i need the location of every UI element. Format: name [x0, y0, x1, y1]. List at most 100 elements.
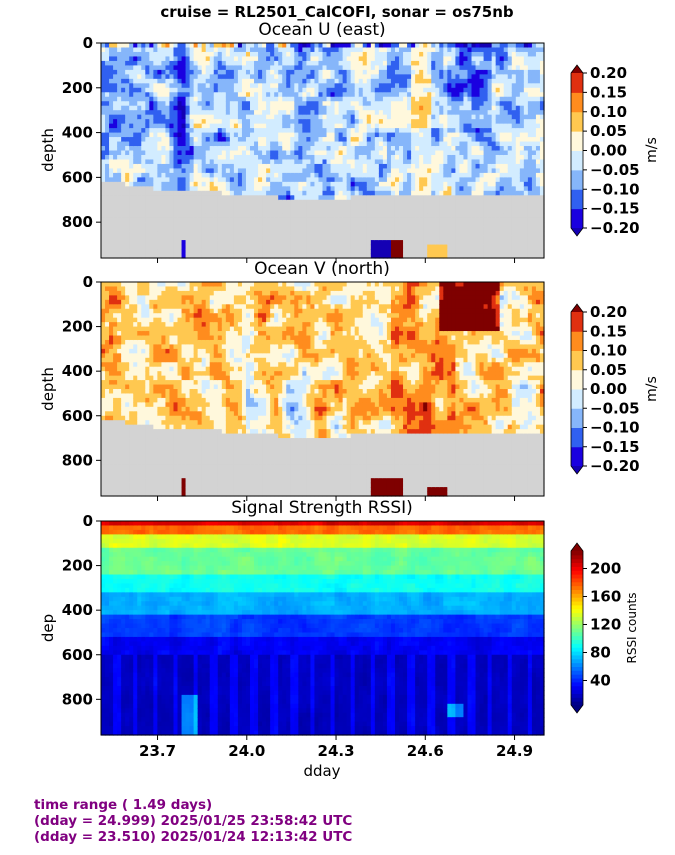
heatmap-cell [326, 240, 332, 246]
heatmap-cell [326, 186, 332, 192]
heatmap-cell [286, 154, 291, 161]
heatmap-cell [113, 74, 118, 80]
heatmap-cell [274, 74, 279, 80]
heatmap-cell [294, 96, 299, 102]
heatmap-cell [411, 43, 416, 49]
heatmap-cell [423, 190, 428, 196]
heatmap-cell [443, 231, 448, 237]
heatmap-cell [282, 87, 287, 93]
heatmap-cell [101, 51, 106, 58]
heatmap-cell [201, 60, 207, 66]
heatmap-cell [193, 119, 199, 125]
heatmap-cell [149, 114, 154, 120]
heatmap-cell [298, 163, 303, 170]
heatmap-cell [443, 190, 448, 196]
heatmap-cell [189, 186, 195, 192]
heatmap-cell [330, 51, 336, 58]
heatmap-cell [241, 231, 247, 237]
heatmap-cell [302, 222, 307, 228]
heatmap-cell [125, 226, 130, 232]
heatmap-cell [382, 253, 388, 259]
heatmap-cell [209, 190, 215, 196]
heatmap-cell [479, 208, 485, 214]
heatmap-cell [415, 177, 420, 183]
heatmap-cell [407, 87, 412, 93]
heatmap-cell [463, 244, 469, 250]
heatmap-cell [447, 92, 452, 98]
heatmap-cell [173, 83, 179, 89]
heatmap-cell [427, 74, 432, 80]
heatmap-cell [451, 244, 456, 250]
heatmap-cell [149, 213, 154, 219]
heatmap-cell [443, 208, 448, 214]
heatmap-cell [342, 217, 348, 223]
heatmap-cell [229, 163, 235, 170]
heatmap-cell [338, 249, 344, 255]
heatmap-cell [419, 208, 424, 214]
heatmap-cell [403, 204, 408, 210]
heatmap-cell [282, 168, 287, 174]
heatmap-cell [258, 146, 263, 152]
heatmap-cell [423, 163, 428, 170]
heatmap-cell [467, 110, 473, 116]
heatmap-cell [467, 177, 473, 183]
heatmap-cell [185, 163, 191, 170]
heatmap-cell [177, 199, 183, 205]
heatmap-cell [479, 56, 485, 62]
heatmap-cell [266, 249, 271, 255]
heatmap-cell [173, 222, 179, 228]
heatmap-cell [451, 146, 456, 152]
heatmap-cell [109, 119, 114, 125]
heatmap-cell [326, 128, 332, 134]
heatmap-cell [378, 186, 384, 192]
heatmap-cell [330, 110, 336, 116]
heatmap-cell [177, 74, 183, 80]
heatmap-cell [201, 92, 207, 98]
heatmap-cell [278, 146, 283, 152]
heatmap-cell [201, 74, 207, 80]
heatmap-cell [423, 177, 428, 183]
heatmap-cell [290, 177, 295, 183]
heatmap-cell [515, 199, 521, 205]
heatmap-cell [278, 92, 283, 98]
heatmap-cell [278, 240, 283, 246]
heatmap-cell [298, 128, 303, 134]
heatmap-cell [503, 83, 509, 89]
heatmap-cell [499, 235, 505, 241]
heatmap-cell [157, 69, 163, 75]
heatmap-cell [419, 101, 424, 107]
heatmap-cell [443, 119, 448, 125]
heatmap-cell [201, 101, 207, 107]
heatmap-cell [250, 208, 255, 214]
heatmap-cell [370, 74, 376, 80]
heatmap-cell [411, 172, 416, 178]
heatmap-cell [229, 83, 235, 89]
heatmap-cell [137, 141, 142, 147]
heatmap-cell [423, 87, 428, 93]
heatmap-cell [386, 208, 392, 214]
heatmap-cell [149, 146, 154, 152]
heatmap-cell [322, 137, 328, 143]
heatmap-cell [298, 217, 303, 223]
heatmap-cell [439, 110, 444, 116]
heatmap-cell [366, 159, 372, 165]
heatmap-cell [350, 235, 356, 241]
heatmap-cell [467, 114, 473, 120]
heatmap-cell [310, 83, 316, 89]
heatmap-cell [499, 159, 505, 165]
heatmap-cell [101, 222, 106, 228]
heatmap-cell [314, 235, 320, 241]
heatmap-cell [145, 226, 150, 232]
heatmap-cell [415, 213, 420, 219]
heatmap-cell [479, 163, 485, 170]
heatmap-cell [503, 69, 509, 75]
heatmap-cell [459, 137, 465, 143]
heatmap-cell [209, 154, 215, 161]
heatmap-cell [193, 244, 199, 250]
heatmap-cell [358, 110, 364, 116]
heatmap-cell [515, 78, 521, 84]
heatmap-cell [471, 141, 477, 147]
heatmap-cell [467, 128, 473, 134]
heatmap-cell [141, 186, 146, 192]
heatmap-cell [298, 154, 303, 161]
